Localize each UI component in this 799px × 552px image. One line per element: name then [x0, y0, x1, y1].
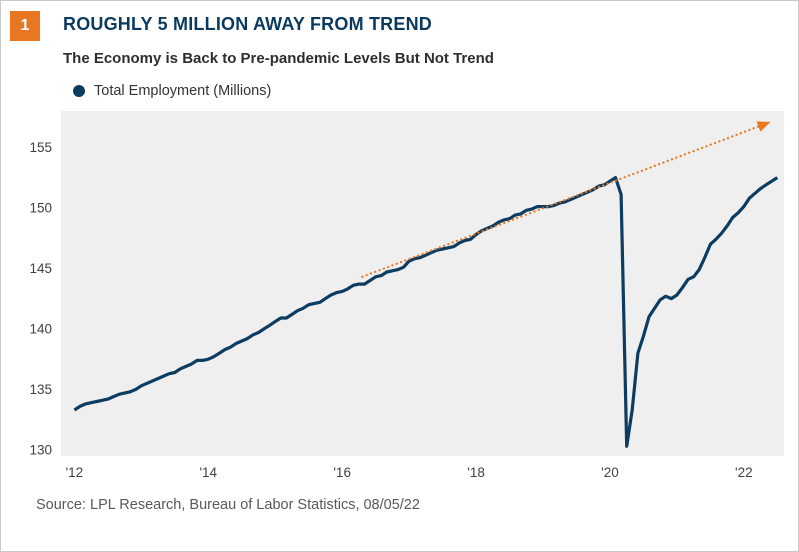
x-tick-label: '14: [199, 465, 217, 480]
y-tick-label: 145: [29, 261, 52, 276]
y-tick-label: 150: [29, 200, 52, 215]
trend-arrowhead-icon: [756, 121, 771, 132]
legend-label: Total Employment (Millions): [94, 83, 272, 99]
x-tick-label: '12: [66, 465, 84, 480]
x-tick-label: '18: [467, 465, 485, 480]
legend-marker-icon: [73, 85, 85, 97]
x-tick-label: '20: [601, 465, 619, 480]
y-tick-label: 135: [29, 382, 52, 397]
employment-line-chart: 130 135 140 145 150 155 '12 '14 '16 '18 '20 '22: [29, 111, 784, 480]
y-tick-label: 140: [29, 321, 52, 336]
total-employment-line: [73, 175, 779, 448]
y-tick-label: 130: [29, 442, 52, 457]
chart-title: ROUGHLY 5 MILLION AWAY FROM TREND: [63, 14, 432, 34]
x-tick-label: '22: [735, 465, 753, 480]
pre-pandemic-trend-line: [361, 120, 772, 278]
chart-subtitle: The Economy is Back to Pre-pandemic Leve…: [63, 50, 494, 67]
plot-area: [61, 111, 784, 456]
source-note: Source: LPL Research, Bureau of Labor St…: [36, 497, 420, 513]
y-tick-label: 155: [29, 140, 52, 155]
chart-legend: Total Employment (Millions): [73, 83, 271, 99]
figure-number-badge: 1: [10, 11, 40, 41]
x-tick-label: '16: [333, 465, 351, 480]
